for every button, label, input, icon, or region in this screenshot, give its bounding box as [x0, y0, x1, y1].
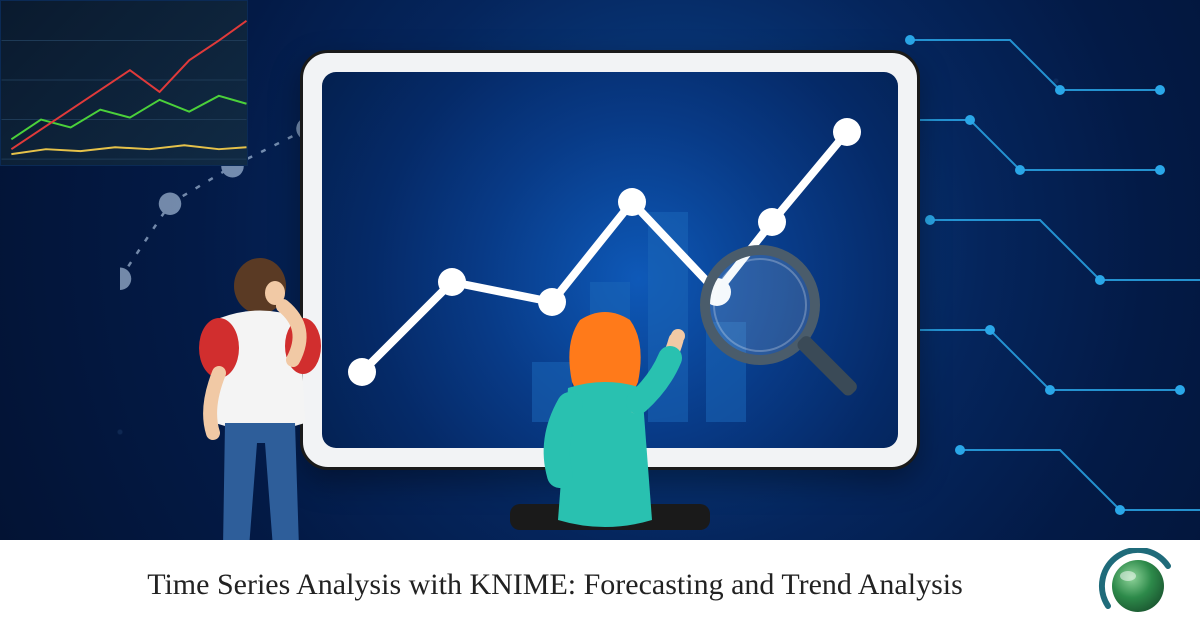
thumbnail-chart — [0, 0, 248, 166]
hero-illustration — [0, 0, 1200, 540]
magnifier-icon — [700, 245, 860, 445]
brand-logo-icon — [1096, 548, 1180, 624]
banner-canvas: Time Series Analysis with KNIME: Forecas… — [0, 0, 1200, 630]
circuit-lines-icon — [900, 0, 1200, 540]
person-left-illustration — [175, 248, 345, 540]
page-title: Time Series Analysis with KNIME: Forecas… — [30, 566, 1080, 604]
person-right-illustration — [510, 310, 700, 540]
title-bar: Time Series Analysis with KNIME: Forecas… — [0, 540, 1200, 630]
